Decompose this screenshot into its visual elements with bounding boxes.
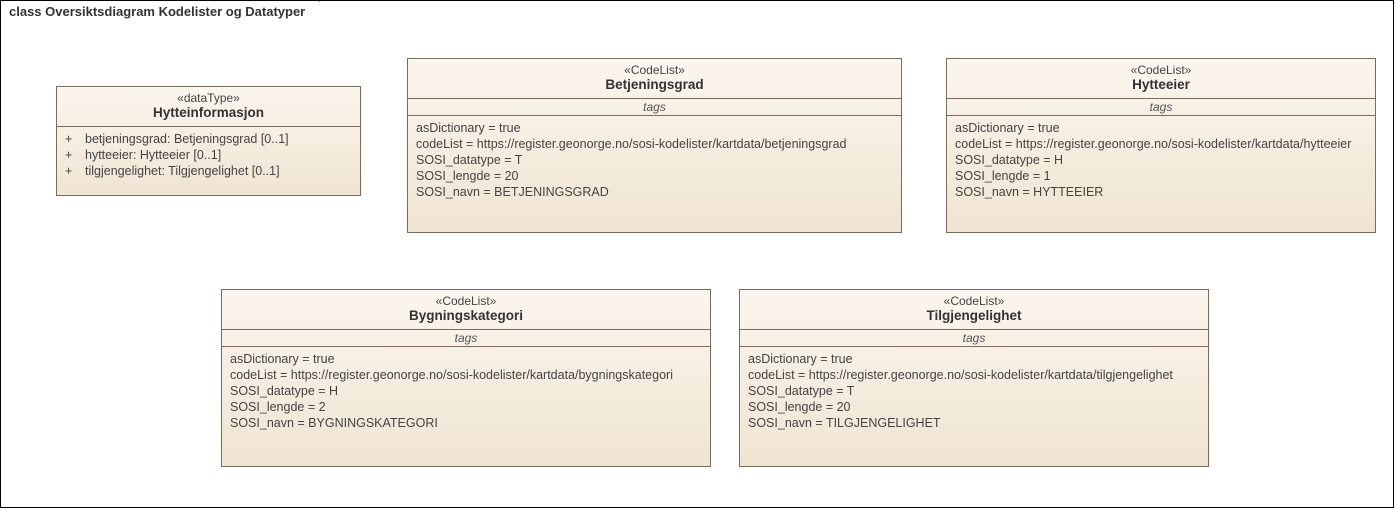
class-header: «dataType» Hytteinformasjon <box>57 87 360 127</box>
frame-title: class Oversiktsdiagram Kodelister og Dat… <box>0 0 320 22</box>
tag-row: asDictionary = true <box>748 351 1200 367</box>
class-name: Bygningskategori <box>228 308 704 323</box>
tags-label: tags <box>408 99 901 116</box>
tag-row: SOSI_navn = HYTTEEIER <box>955 184 1367 200</box>
tags-section: asDictionary = true codeList = https://r… <box>408 116 901 206</box>
visibility-symbol: + <box>65 132 77 146</box>
tag-row: asDictionary = true <box>955 120 1367 136</box>
attribute-row: + tilgjengelighet: Tilgjengelighet [0..1… <box>65 163 352 179</box>
tag-row: asDictionary = true <box>416 120 893 136</box>
class-header: «CodeList» Bygningskategori <box>222 290 710 330</box>
visibility-symbol: + <box>65 164 77 178</box>
tags-label: tags <box>740 330 1208 347</box>
tag-row: codeList = https://register.geonorge.no/… <box>748 367 1200 383</box>
tag-row: SOSI_navn = BYGNINGSKATEGORI <box>230 415 702 431</box>
tags-section: asDictionary = true codeList = https://r… <box>740 347 1208 437</box>
class-header: «CodeList» Tilgjengelighet <box>740 290 1208 330</box>
diagram-frame: class Oversiktsdiagram Kodelister og Dat… <box>0 0 1394 508</box>
attribute-text: betjeningsgrad: Betjeningsgrad [0..1] <box>85 132 289 146</box>
tag-row: SOSI_datatype = T <box>748 383 1200 399</box>
codelist-bygningskategori: «CodeList» Bygningskategori tags asDicti… <box>221 289 711 467</box>
tag-row: SOSI_datatype = H <box>955 152 1367 168</box>
tag-row: SOSI_lengde = 1 <box>955 168 1367 184</box>
codelist-betjeningsgrad: «CodeList» Betjeningsgrad tags asDiction… <box>407 58 902 233</box>
stereotype-label: «dataType» <box>63 91 354 105</box>
tag-row: SOSI_lengde = 2 <box>230 399 702 415</box>
tag-row: SOSI_lengde = 20 <box>748 399 1200 415</box>
tag-row: asDictionary = true <box>230 351 702 367</box>
attribute-row: + betjeningsgrad: Betjeningsgrad [0..1] <box>65 131 352 147</box>
tag-row: SOSI_datatype = H <box>230 383 702 399</box>
stereotype-label: «CodeList» <box>414 63 895 77</box>
class-name: Tilgjengelighet <box>746 308 1202 323</box>
attribute-text: hytteeier: Hytteeier [0..1] <box>85 148 221 162</box>
tag-row: SOSI_navn = BETJENINGSGRAD <box>416 184 893 200</box>
tag-row: SOSI_navn = TILGJENGELIGHET <box>748 415 1200 431</box>
tag-row: codeList = https://register.geonorge.no/… <box>416 136 893 152</box>
tag-row: SOSI_lengde = 20 <box>416 168 893 184</box>
stereotype-label: «CodeList» <box>746 294 1202 308</box>
stereotype-label: «CodeList» <box>953 63 1369 77</box>
tag-row: codeList = https://register.geonorge.no/… <box>955 136 1367 152</box>
tags-section: asDictionary = true codeList = https://r… <box>947 116 1375 206</box>
attribute-text: tilgjengelighet: Tilgjengelighet [0..1] <box>85 164 280 178</box>
class-hytteinformasjon: «dataType» Hytteinformasjon + betjenings… <box>56 86 361 196</box>
visibility-symbol: + <box>65 148 77 162</box>
class-header: «CodeList» Hytteeier <box>947 59 1375 99</box>
class-name: Hytteeier <box>953 77 1369 92</box>
tags-label: tags <box>222 330 710 347</box>
attributes-section: + betjeningsgrad: Betjeningsgrad [0..1] … <box>57 127 360 185</box>
class-name: Hytteinformasjon <box>63 105 354 120</box>
tags-section: asDictionary = true codeList = https://r… <box>222 347 710 437</box>
tags-label: tags <box>947 99 1375 116</box>
tag-row: codeList = https://register.geonorge.no/… <box>230 367 702 383</box>
tag-row: SOSI_datatype = T <box>416 152 893 168</box>
class-name: Betjeningsgrad <box>414 77 895 92</box>
class-header: «CodeList» Betjeningsgrad <box>408 59 901 99</box>
stereotype-label: «CodeList» <box>228 294 704 308</box>
attribute-row: + hytteeier: Hytteeier [0..1] <box>65 147 352 163</box>
codelist-hytteeier: «CodeList» Hytteeier tags asDictionary =… <box>946 58 1376 233</box>
codelist-tilgjengelighet: «CodeList» Tilgjengelighet tags asDictio… <box>739 289 1209 467</box>
